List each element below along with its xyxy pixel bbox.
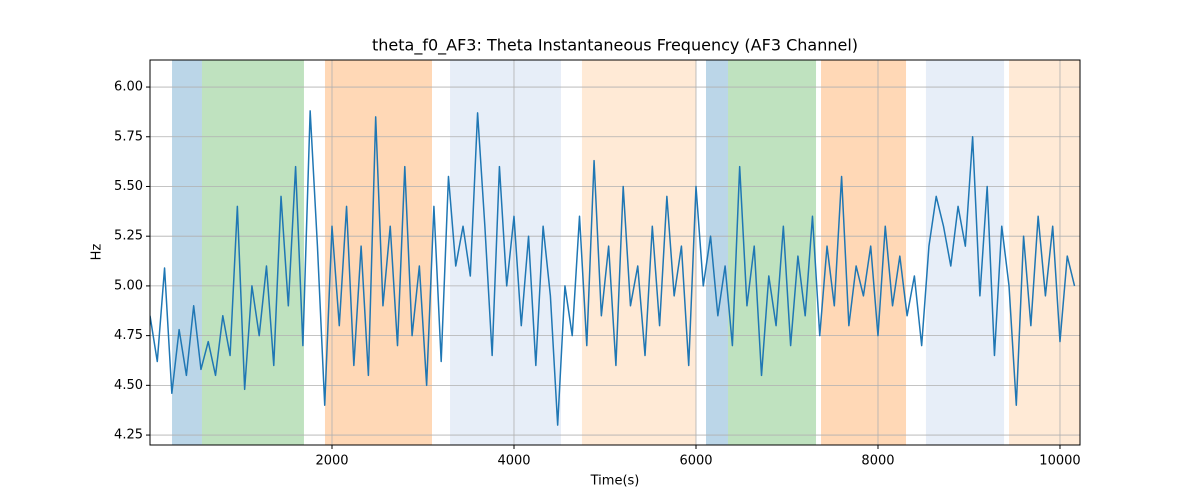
span — [821, 60, 907, 445]
x-tick-label: 10000 — [1039, 454, 1080, 469]
y-tick-label: 4.50 — [114, 378, 143, 393]
x-axis-label: Time(s) — [590, 474, 640, 489]
y-axis-label: Hz — [90, 244, 105, 261]
data-line — [150, 110, 1076, 426]
y-tick-label: 5.25 — [114, 229, 143, 244]
chart-title: theta_f0_AF3: Theta Instantaneous Freque… — [372, 36, 858, 56]
y-tick-label: 5.00 — [114, 278, 143, 293]
x-tick-label: 6000 — [679, 454, 712, 469]
span — [1009, 60, 1080, 445]
x-tick-label: 4000 — [497, 454, 530, 469]
span — [705, 60, 729, 445]
plot-frame — [149, 59, 1081, 446]
span — [324, 60, 433, 445]
y-tick-label: 4.75 — [114, 328, 143, 343]
span — [925, 60, 1005, 445]
span — [201, 60, 304, 445]
span — [728, 60, 817, 445]
spans — [172, 60, 1080, 445]
span — [172, 60, 202, 445]
y-tick-label: 4.25 — [114, 428, 143, 443]
span — [581, 60, 696, 445]
x-tick-label: 8000 — [861, 454, 894, 469]
y-tick-label: 5.50 — [114, 179, 143, 194]
y-tick-label: 6.00 — [114, 80, 143, 95]
x-tick-label: 2000 — [315, 454, 348, 469]
y-tick-label: 5.75 — [114, 129, 143, 144]
lines — [150, 110, 1076, 426]
